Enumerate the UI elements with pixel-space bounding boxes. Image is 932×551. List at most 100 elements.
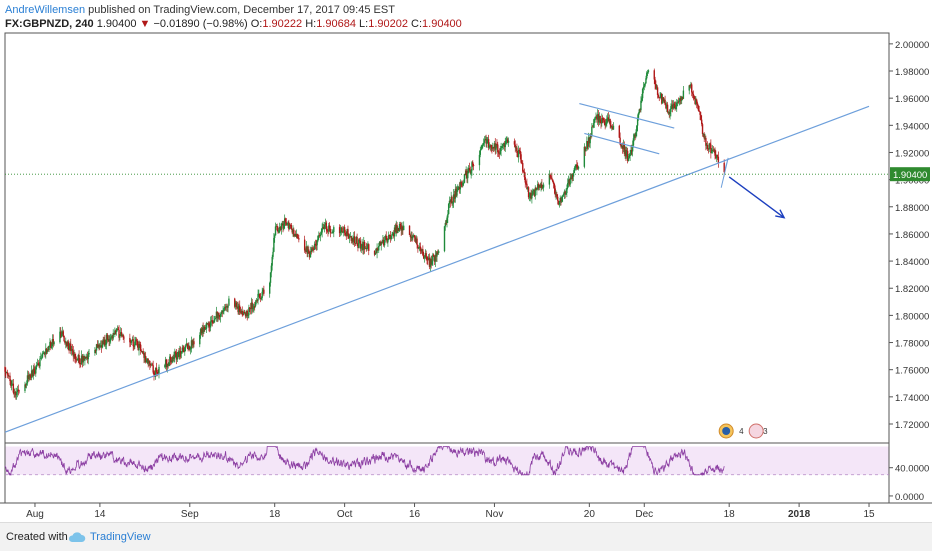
candle-body xyxy=(629,154,631,157)
candle-body xyxy=(215,311,218,319)
candle-body xyxy=(716,154,719,157)
candle-body xyxy=(241,310,243,315)
trendline[interactable] xyxy=(579,103,675,129)
candle-body xyxy=(283,224,285,229)
candle-body xyxy=(33,368,35,371)
candle-body xyxy=(669,111,671,115)
candle-body xyxy=(532,191,534,196)
candle-body xyxy=(100,345,103,348)
candle-body xyxy=(715,155,717,159)
candle-body xyxy=(361,244,363,247)
candle-body xyxy=(589,134,591,144)
tradingview-cloud-icon[interactable] xyxy=(68,531,86,543)
candle-body xyxy=(622,144,625,149)
price-chart[interactable]: 2.000001.980001.960001.940001.920001.900… xyxy=(0,0,932,522)
candle-body xyxy=(383,239,385,246)
candle-body xyxy=(137,345,139,351)
candle-body xyxy=(376,248,378,253)
candle-body xyxy=(559,197,561,203)
candle-body xyxy=(98,344,100,348)
candle-body xyxy=(322,227,324,229)
candle-body xyxy=(715,154,718,159)
candle-body xyxy=(24,384,26,391)
candle-body xyxy=(175,352,178,360)
trendline[interactable] xyxy=(4,105,870,433)
candle-body xyxy=(275,225,278,227)
last-price-label: 1.90400 xyxy=(893,170,927,181)
x-tick-label: 15 xyxy=(863,509,875,520)
candle-body xyxy=(457,187,459,191)
candle-body xyxy=(311,248,313,252)
candle-body xyxy=(366,248,368,250)
candle-body xyxy=(448,200,451,204)
candle-body xyxy=(5,371,7,373)
candle-body xyxy=(665,104,667,109)
candle-body xyxy=(696,99,698,104)
candle-body xyxy=(393,233,395,237)
candle-body xyxy=(714,149,716,156)
candle-body xyxy=(501,146,503,148)
candle-body xyxy=(631,149,633,152)
candle-body xyxy=(600,119,602,124)
candle-body xyxy=(497,152,500,154)
candle-body xyxy=(471,162,473,171)
candle-body xyxy=(130,340,133,343)
candle-body xyxy=(168,362,170,366)
trendline[interactable] xyxy=(584,132,660,155)
candle-body xyxy=(142,351,144,354)
candle-body xyxy=(644,83,646,86)
candle-body xyxy=(502,143,505,144)
candle-body xyxy=(364,247,367,249)
symbol-name[interactable]: FX:GBPNZD, 240 xyxy=(5,18,94,30)
tradingview-brand-link[interactable]: TradingView xyxy=(90,531,151,543)
candle-body xyxy=(119,334,121,338)
candle-body xyxy=(48,345,50,351)
rsi-tick-label: 40.0000 xyxy=(895,464,929,475)
candle-body xyxy=(412,235,414,239)
candle-body xyxy=(586,140,588,149)
candle-body xyxy=(5,372,8,374)
candle-body xyxy=(592,123,595,128)
candle-body xyxy=(312,248,314,250)
candle-body xyxy=(107,338,109,341)
candle-body xyxy=(395,224,397,233)
candle-body xyxy=(214,318,216,321)
candle-body xyxy=(320,232,323,235)
candle-body xyxy=(329,228,332,233)
candle-body xyxy=(576,166,579,169)
candle-body xyxy=(691,92,694,94)
event-marker-icon[interactable] xyxy=(748,423,764,439)
candle-body xyxy=(95,344,98,351)
candle-body xyxy=(323,227,325,229)
projection-arrow[interactable] xyxy=(728,176,785,219)
rsi-band xyxy=(5,446,889,475)
candle-body xyxy=(460,181,462,185)
candle-body xyxy=(596,114,599,120)
x-tick-label: 18 xyxy=(269,509,281,520)
candle-body xyxy=(96,344,99,348)
candle-body xyxy=(80,363,82,364)
candle-body xyxy=(637,113,640,118)
candle-body xyxy=(305,246,308,252)
candle-body xyxy=(187,344,189,350)
candle-body xyxy=(14,392,16,394)
candle-body xyxy=(667,112,670,113)
candle-body xyxy=(260,297,263,300)
candle-body xyxy=(358,239,361,241)
candle-body xyxy=(313,243,316,250)
candle-body xyxy=(259,297,262,300)
candle-body xyxy=(385,235,387,238)
candle-body xyxy=(179,350,182,354)
candle-body xyxy=(38,363,40,367)
candle-body xyxy=(654,79,656,85)
candle-body xyxy=(517,149,520,158)
candle-body xyxy=(306,246,308,254)
published-text: published on TradingView.com, December 1… xyxy=(85,4,395,16)
candle-body xyxy=(131,339,134,341)
author-link[interactable]: AndreWillemsen xyxy=(5,4,86,16)
candle-body xyxy=(249,307,251,309)
candle-body xyxy=(414,237,417,242)
candle-body xyxy=(549,174,551,178)
candle-body xyxy=(409,234,412,238)
candle-body xyxy=(180,352,183,354)
